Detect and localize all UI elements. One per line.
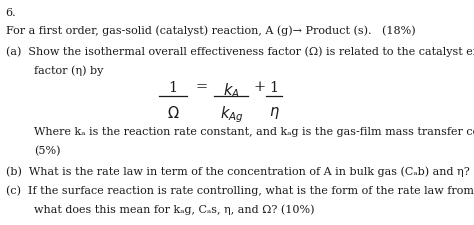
Text: what does this mean for kₐg, Cₐs, η, and Ω? (10%): what does this mean for kₐg, Cₐs, η, and… (34, 204, 315, 215)
Text: (5%): (5%) (34, 146, 61, 157)
Text: For a first order, gas-solid (catalyst) reaction, A (g)→ Product (s).   (18%): For a first order, gas-solid (catalyst) … (6, 26, 415, 36)
Text: 1: 1 (168, 81, 178, 95)
Text: Where kₐ is the reaction rate constant, and kₐg is the gas-film mass transfer co: Where kₐ is the reaction rate constant, … (34, 127, 474, 137)
Text: (c)  If the surface reaction is rate controlling, what is the form of the rate l: (c) If the surface reaction is rate cont… (6, 185, 474, 196)
Text: $\eta$: $\eta$ (269, 105, 279, 121)
Text: 1: 1 (269, 81, 279, 95)
Text: (b)  What is the rate law in term of the concentration of A in bulk gas (Cₐb) an: (b) What is the rate law in term of the … (6, 166, 474, 177)
Text: $k_{Ag}$: $k_{Ag}$ (219, 105, 243, 125)
Text: +: + (254, 80, 266, 94)
Text: =: = (195, 80, 208, 94)
Text: (a)  Show the isothermal overall effectiveness factor (Ω) is related to the cata: (a) Show the isothermal overall effectiv… (6, 46, 474, 57)
Text: factor (η) by: factor (η) by (34, 65, 103, 76)
Text: 6.: 6. (6, 8, 16, 18)
Text: $k_A$: $k_A$ (223, 81, 240, 100)
Text: $\Omega$: $\Omega$ (167, 105, 179, 121)
